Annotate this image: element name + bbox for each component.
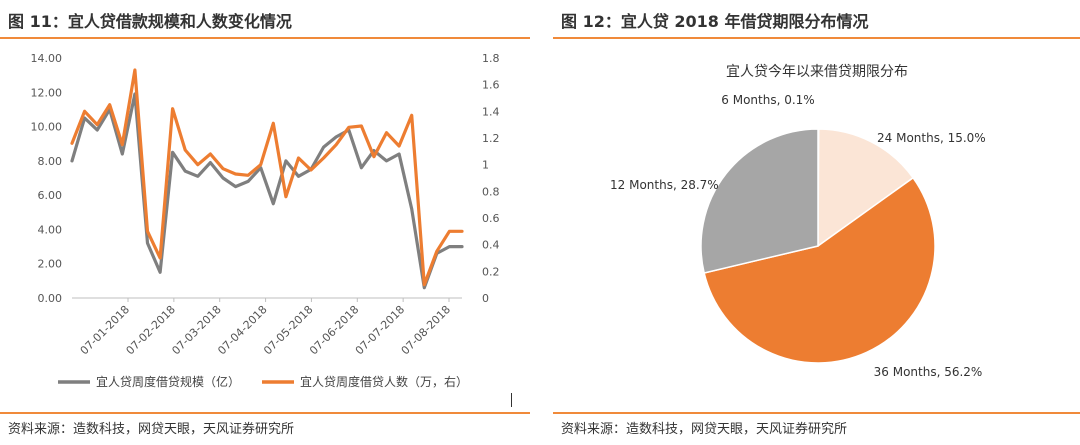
- y-left-tick-label: 14.00: [31, 52, 63, 65]
- pie-slice: [817, 128, 915, 248]
- series-line: [70, 92, 464, 290]
- y-right-tick-label: 1: [482, 159, 489, 172]
- y-left-tick-label: 10.00: [31, 121, 63, 134]
- legend-label: 宜人贷周度借贷规模（亿）: [96, 374, 240, 389]
- line-chart: 0.00 2.00 4.00 6.00 8.00 10.00 12.00 14.00 0 0.2 0…: [31, 52, 500, 389]
- series-points: [71, 69, 463, 285]
- pie-slice: [700, 128, 819, 274]
- y-right-tick-label: 1.6: [482, 79, 500, 92]
- y-left-tick-label: 0.00: [38, 292, 63, 305]
- left-source-rule: [0, 412, 530, 414]
- right-figure-title: 图 12：宜人贷 2018 年借贷期限分布情况: [561, 12, 869, 31]
- right-source-rule: [553, 412, 1080, 414]
- y-left-tick-label: 4.00: [38, 223, 63, 236]
- y-right-tick-label: 0.8: [482, 185, 500, 198]
- text-cursor: [511, 393, 512, 407]
- y-right-tick-label: 1.4: [482, 105, 500, 118]
- left-source-text: 资料来源：造数科技，网贷天眼，天风证券研究所: [8, 422, 295, 437]
- pie-chart: 宜人贷今年以来借贷期限分布 6 Months, 0.1% 24 Months, 15…: [610, 64, 986, 379]
- y-right-tick-label: 1.8: [482, 52, 500, 65]
- y-right-tick-label: 0.6: [482, 212, 500, 225]
- pie-title: 宜人贷今年以来借贷期限分布: [726, 64, 908, 80]
- y-left-tick-label: 6.00: [38, 189, 63, 202]
- left-title-rule: [0, 37, 530, 39]
- y-right-tick-label: 0: [482, 292, 489, 305]
- y-left-tick-label: 8.00: [38, 155, 63, 168]
- pie-slice-label: 36 Months, 56.2%: [874, 365, 983, 379]
- left-figure-title: 图 11：宜人贷借款规模和人数变化情况: [8, 12, 292, 31]
- left-figure-panel: 图 11：宜人贷借款规模和人数变化情况 0.00 2.00 4.00 6.00 8.00…: [0, 0, 530, 445]
- pie-slice-label: 6 Months, 0.1%: [721, 93, 814, 107]
- right-figure-panel: 图 12：宜人贷 2018 年借贷期限分布情况 宜人贷今年以来借贷期限分布 6 M…: [553, 0, 1080, 445]
- pie-slice: [703, 176, 936, 364]
- series-points: [71, 93, 463, 288]
- y-right-tick-label: 1.2: [482, 132, 500, 145]
- x-tick-label: 07-08-2018: [399, 303, 453, 357]
- y-left-tick-label: 2.00: [38, 258, 63, 271]
- y-left-tick-label: 12.00: [31, 86, 63, 99]
- y-right-tick-label: 0.4: [482, 239, 500, 252]
- right-title-rule: [553, 37, 1080, 39]
- right-source-text: 资料来源：造数科技，网贷天眼，天风证券研究所: [561, 422, 848, 437]
- y-right-tick-label: 0.2: [482, 265, 500, 278]
- pie-slice-label: 12 Months, 28.7%: [610, 178, 719, 192]
- series-line: [70, 68, 464, 287]
- legend-label: 宜人贷周度借贷人数（万，右）: [300, 374, 468, 389]
- pie-slice-label: 24 Months, 15.0%: [877, 131, 986, 145]
